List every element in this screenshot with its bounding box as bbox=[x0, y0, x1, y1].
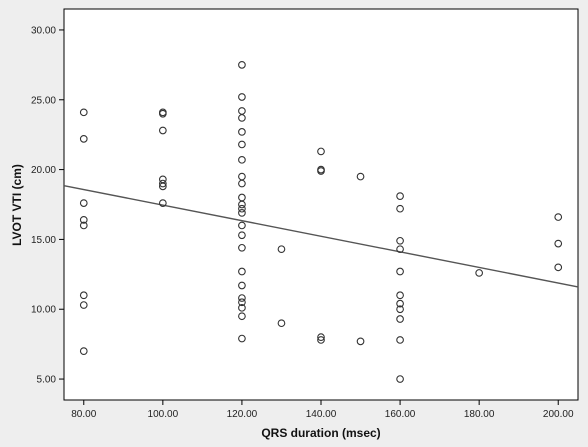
y-tick-label: 15.00 bbox=[31, 235, 56, 246]
data-point bbox=[277, 245, 286, 254]
data-point bbox=[396, 192, 404, 200]
data-point bbox=[238, 61, 246, 69]
data-point bbox=[158, 179, 167, 188]
data-point bbox=[238, 140, 246, 149]
x-tick-label: 80.00 bbox=[71, 409, 96, 420]
data-point bbox=[356, 172, 365, 181]
data-point bbox=[396, 336, 404, 344]
data-point bbox=[158, 182, 167, 191]
data-point bbox=[317, 167, 325, 175]
data-point bbox=[238, 128, 246, 136]
plot-area bbox=[63, 8, 579, 401]
data-point bbox=[396, 245, 404, 254]
y-axis-title: LVOT VTI (cm) bbox=[10, 164, 24, 246]
data-point bbox=[238, 281, 246, 290]
x-tick-label: 140.00 bbox=[306, 409, 337, 420]
data-point bbox=[317, 336, 325, 344]
data-point bbox=[158, 109, 167, 118]
data-point bbox=[396, 299, 404, 308]
y-tick-label: 10.00 bbox=[31, 305, 56, 316]
data-point bbox=[396, 204, 404, 213]
data-point bbox=[554, 213, 563, 221]
data-point bbox=[396, 375, 404, 383]
data-point bbox=[238, 294, 246, 302]
data-point bbox=[79, 199, 88, 207]
data-point bbox=[79, 221, 88, 230]
data-point bbox=[158, 199, 167, 207]
data-point bbox=[238, 231, 246, 240]
y-tick-label: 5.00 bbox=[37, 375, 57, 386]
x-axis-tick-labels: 80.00 100.00 120.00 140.00 160.00 180.00 200.0… bbox=[71, 409, 574, 420]
data-point bbox=[238, 312, 246, 321]
y-tick-label: 20.00 bbox=[31, 165, 56, 176]
y-axis-ticks bbox=[59, 29, 64, 380]
data-point bbox=[317, 147, 325, 156]
x-tick-label: 180.00 bbox=[464, 409, 495, 420]
data-point bbox=[238, 209, 246, 217]
y-axis-tick-labels: 5.00 10.00 15.00 20.00 25.00 30.00 bbox=[31, 25, 56, 385]
data-point bbox=[79, 301, 88, 309]
data-point bbox=[158, 126, 167, 135]
regression-line bbox=[63, 184, 579, 288]
data-point bbox=[475, 269, 484, 277]
data-point bbox=[79, 291, 88, 300]
data-point bbox=[238, 155, 246, 164]
data-point bbox=[317, 333, 325, 342]
x-tick-label: 200.00 bbox=[543, 409, 574, 420]
data-point bbox=[238, 221, 246, 230]
data-point bbox=[396, 315, 404, 323]
data-point bbox=[554, 239, 563, 248]
data-point bbox=[238, 204, 246, 213]
data-point bbox=[238, 298, 246, 307]
data-point bbox=[277, 319, 286, 328]
data-point bbox=[396, 305, 404, 314]
x-axis-title: QRS duration (msec) bbox=[261, 426, 380, 440]
y-tick-label: 25.00 bbox=[31, 95, 56, 106]
data-point bbox=[396, 267, 404, 276]
data-point bbox=[356, 337, 365, 346]
x-axis-ticks bbox=[83, 400, 559, 405]
data-point bbox=[238, 179, 246, 188]
data-point bbox=[79, 135, 88, 143]
data-point bbox=[238, 93, 246, 101]
data-point bbox=[396, 236, 404, 245]
data-point bbox=[238, 243, 246, 252]
data-point bbox=[79, 216, 88, 224]
data-points bbox=[79, 61, 563, 383]
x-tick-label: 100.00 bbox=[148, 409, 179, 420]
x-tick-label: 120.00 bbox=[227, 409, 258, 420]
data-point bbox=[238, 200, 246, 209]
x-tick-label: 160.00 bbox=[385, 409, 416, 420]
data-point bbox=[79, 347, 88, 355]
data-point bbox=[79, 108, 88, 117]
data-point bbox=[554, 263, 563, 272]
data-point bbox=[238, 334, 246, 343]
y-tick-label: 30.00 bbox=[31, 25, 56, 36]
data-point bbox=[238, 303, 246, 312]
data-point bbox=[238, 114, 246, 122]
data-point bbox=[238, 267, 246, 276]
data-point bbox=[396, 291, 404, 300]
